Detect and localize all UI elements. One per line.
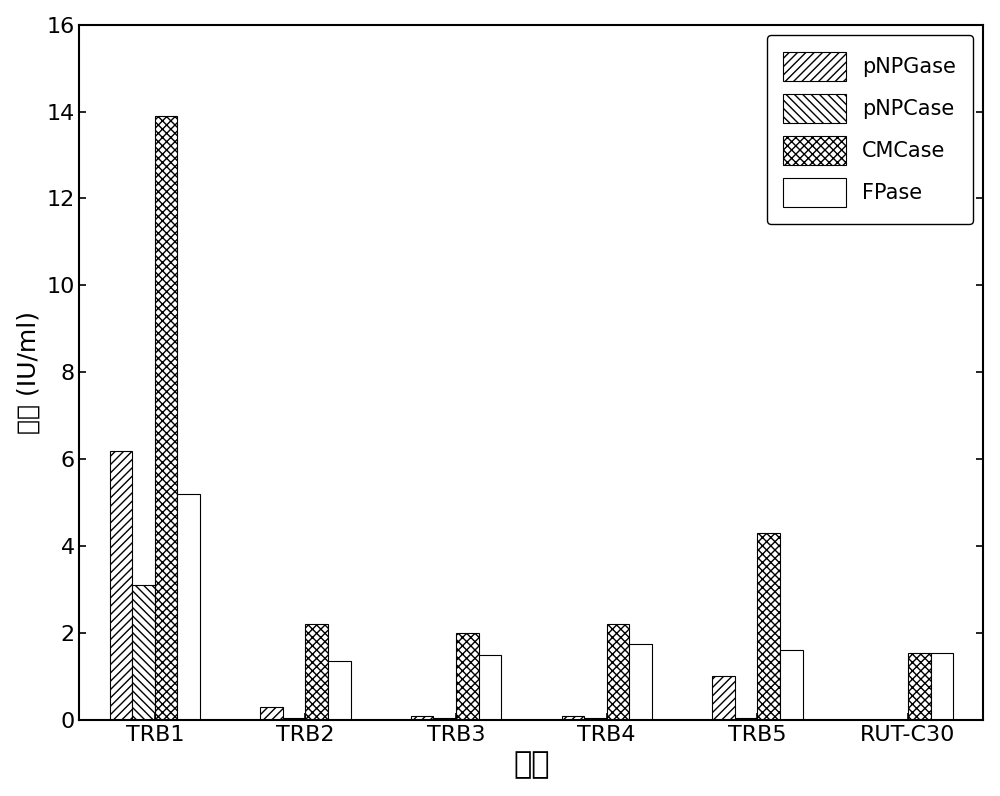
Bar [908,653,931,720]
X-axis label: 菌株: 菌株 [513,751,550,779]
Y-axis label: 酶活 (IU/ml): 酶活 (IU/ml) [17,310,41,434]
Bar [584,718,607,720]
Bar [780,650,803,720]
Bar [132,585,155,720]
Bar [607,624,629,720]
Bar [479,655,501,720]
Bar [177,494,200,720]
Bar [735,718,757,720]
Bar [433,718,456,720]
Bar [757,533,780,720]
Bar [283,718,305,720]
Bar [411,716,433,720]
Bar [712,677,735,720]
Bar [629,644,652,720]
Bar [456,633,479,720]
Legend: pNPGase, pNPCase, CMCase, FPase: pNPGase, pNPCase, CMCase, FPase [767,35,973,224]
Bar [305,624,328,720]
Bar [260,707,283,720]
Bar [110,451,132,720]
Bar [562,716,584,720]
Bar [931,653,953,720]
Bar [155,116,177,720]
Bar [328,661,351,720]
